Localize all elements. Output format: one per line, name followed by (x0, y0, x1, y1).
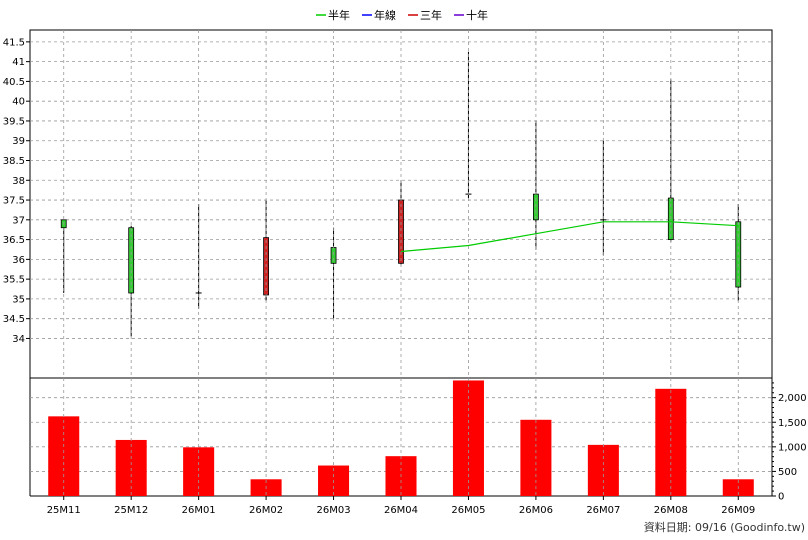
volume-bar (655, 388, 687, 496)
x-tick-label: 25M11 (47, 505, 81, 516)
x-tick-label: 26M06 (519, 505, 553, 516)
price-tick-label: 34.5 (3, 314, 25, 325)
legend-label: 半年 (328, 8, 350, 22)
chart-legend: 半年 年線 三年 十年 (316, 8, 488, 22)
legend-label: 年線 (374, 8, 396, 22)
legend-label: 三年 (420, 8, 442, 22)
price-tick-label: 36 (12, 255, 25, 266)
x-tick-label: 26M02 (249, 505, 283, 516)
x-tick-label: 26M07 (586, 505, 620, 516)
half-year-ma-line (400, 221, 739, 253)
x-tick-label: 25M12 (114, 505, 148, 516)
volume-tick-label: 0 (778, 492, 784, 503)
price-tick-label: 37 (12, 215, 25, 226)
price-tick-label: 41 (12, 57, 25, 68)
price-tick-label: 36.5 (3, 235, 25, 246)
volume-panel: 0 500 1,000 1,500 2,000 (29, 378, 807, 503)
price-tick-label: 40.5 (3, 77, 25, 88)
price-tick-label: 39.5 (3, 116, 25, 127)
volume-tick-label: 2,000 (778, 393, 807, 404)
price-tick-label: 35 (12, 294, 25, 305)
legend-label: 十年 (466, 8, 488, 22)
x-tick-label: 26M04 (384, 505, 418, 516)
price-panel: 34 34.5 35 35.5 36 36.5 37 37.5 38 38.5 39 39.5 40 40… (3, 29, 773, 379)
footer-data-date: 資料日期: 09/16 (Goodinfo.tw) (644, 520, 805, 534)
price-tick-label: 39 (12, 136, 25, 147)
x-tick-label: 26M05 (451, 505, 485, 516)
price-tick-label: 38.5 (3, 156, 25, 167)
price-tick-label: 40 (12, 97, 25, 108)
price-tick-label: 34 (12, 334, 25, 345)
price-tick-label: 41.5 (3, 37, 25, 48)
price-tick-label: 35.5 (3, 275, 25, 286)
x-tick-label: 26M01 (182, 505, 216, 516)
volume-tick-label: 500 (778, 467, 797, 478)
volume-tick-label: 1,500 (778, 418, 807, 429)
price-tick-label: 38 (12, 176, 25, 187)
x-tick-label: 26M03 (317, 505, 351, 516)
x-tick-label: 26M09 (721, 505, 755, 516)
price-tick-label: 37.5 (3, 196, 25, 207)
x-axis: 25M11 25M12 26M01 26M02 26M03 26M04 26M05 26M06… (47, 30, 755, 516)
volume-tick-label: 1,000 (778, 442, 807, 453)
x-tick-label: 26M08 (654, 505, 688, 516)
